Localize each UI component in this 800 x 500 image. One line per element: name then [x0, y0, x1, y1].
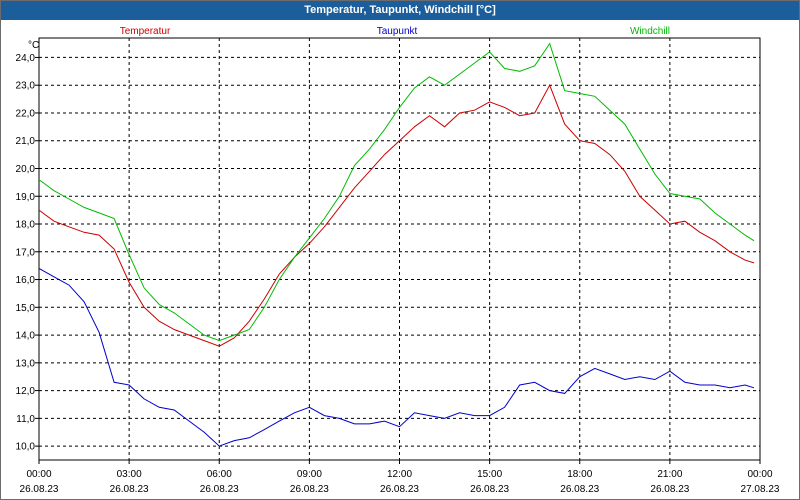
grid: [39, 38, 760, 460]
y-tick-label: 16,0: [16, 275, 36, 286]
legend-entry-taupunkt: Taupunkt: [377, 26, 418, 37]
y-tick-label: 23,0: [16, 81, 36, 92]
x-tick-date: 26.08.23: [20, 484, 59, 495]
x-tick-time: 15:00: [477, 469, 502, 480]
series-line-windchill: [38, 42, 755, 342]
x-tick-date: 26.08.23: [470, 484, 509, 495]
y-tick-label: 14,0: [16, 331, 36, 342]
x-tick-time: 18:00: [567, 469, 592, 480]
x-tick-time: 09:00: [297, 469, 322, 480]
series-lines: [38, 42, 755, 447]
series-line-taupunkt: [38, 267, 755, 447]
x-tick-time: 00:00: [747, 469, 772, 480]
y-tick-label: 21,0: [16, 136, 36, 147]
y-tick-label: 12,0: [16, 386, 36, 397]
x-tick-date: 27.08.23: [741, 484, 780, 495]
x-tick-date: 26.08.23: [380, 484, 419, 495]
y-tick-label: 18,0: [16, 220, 36, 231]
y-tick-label: 19,0: [16, 192, 36, 203]
y-tick-label: 22,0: [16, 108, 36, 119]
y-tick-label: 15,0: [16, 303, 36, 314]
x-tick-date: 26.08.23: [650, 484, 689, 495]
x-tick-time: 12:00: [387, 469, 412, 480]
x-tick-date: 26.08.23: [560, 484, 599, 495]
y-tick-label: 24,0: [16, 53, 36, 64]
x-tick-time: 03:00: [117, 469, 142, 480]
series-line-temperatur: [38, 84, 755, 347]
chart-title: Temperatur, Taupunkt, Windchill [°C]: [1, 1, 799, 20]
x-tick-date: 26.08.23: [200, 484, 239, 495]
legend-entry-temperatur: Temperatur: [120, 26, 171, 37]
x-tick-time: 06:00: [207, 469, 232, 480]
x-tick-time: 00:00: [26, 469, 51, 480]
legend-entry-windchill: Windchill: [630, 26, 670, 37]
x-tick-date: 26.08.23: [290, 484, 329, 495]
x-axis-ticks: 00:00 26.08.23 03:00 26.08.23 06:00 26.08.23 0…: [20, 460, 780, 495]
y-axis-label: °C: [28, 40, 39, 51]
x-tick-time: 21:00: [657, 469, 682, 480]
x-tick-date: 26.08.23: [110, 484, 149, 495]
y-tick-label: 13,0: [16, 358, 36, 369]
y-tick-label: 11,0: [16, 414, 35, 425]
y-axis-ticks: 10,0 11,0 12,0 13,0 14,0 15,0 16,0 17,0 18,0 19,0…: [16, 53, 39, 453]
y-tick-label: 10,0: [16, 442, 36, 453]
y-tick-label: 17,0: [16, 247, 36, 258]
legend: Temperatur Taupunkt Windchill: [120, 26, 670, 37]
y-tick-label: 20,0: [16, 164, 36, 175]
